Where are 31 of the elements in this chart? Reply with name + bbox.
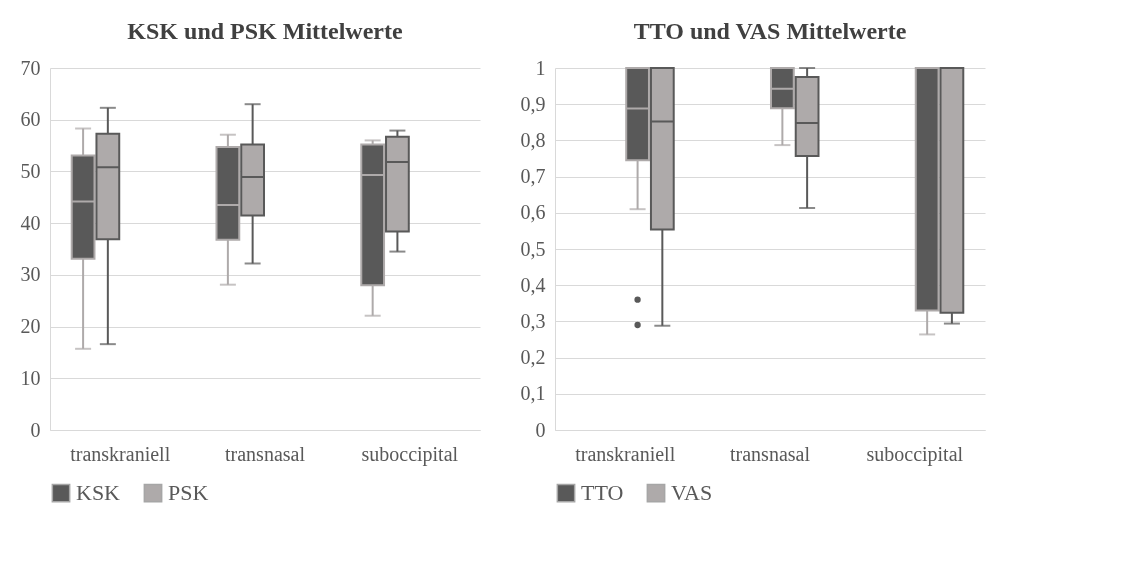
y-tick-label: 0,1 <box>520 382 546 405</box>
y-tick-label: 0,4 <box>520 273 546 296</box>
x-tick-label: transnasal <box>730 442 811 465</box>
legend-label: TTO <box>581 480 624 506</box>
y-tick-label: 0,5 <box>520 237 546 260</box>
legend-label: KSK <box>76 480 121 506</box>
y-tick-label: 0,6 <box>520 201 546 224</box>
y-tick-label: 20 <box>20 315 41 338</box>
y-tick-label: 70 <box>20 56 41 79</box>
y-tick-label: 0,3 <box>520 309 546 332</box>
x-tick-label: transkraniell <box>70 442 171 465</box>
x-tick-label: transnasal <box>225 442 306 465</box>
x-tick-label: transkraniell <box>575 442 676 465</box>
y-tick-label: 0,2 <box>520 346 546 369</box>
y-tick-label: 10 <box>20 366 41 389</box>
y-tick-label: 0 <box>30 418 41 441</box>
y-tick-label: 0 <box>535 418 546 441</box>
y-tick-label: 1 <box>535 56 546 79</box>
legend-label: PSK <box>168 480 209 506</box>
x-tick-label: suboccipital <box>361 442 459 466</box>
y-tick-label: 0,8 <box>520 128 546 151</box>
y-tick-label: 30 <box>20 263 41 286</box>
y-tick-label: 0,9 <box>520 92 546 115</box>
y-tick-label: 60 <box>20 108 41 131</box>
chart-title: TTO und VAS Mittelwerte <box>633 18 907 44</box>
x-tick-label: suboccipital <box>866 442 964 466</box>
legend-label: VAS <box>671 480 713 506</box>
y-tick-label: 0,7 <box>520 165 546 188</box>
y-tick-label: 50 <box>20 159 41 182</box>
y-tick-label: 40 <box>20 211 41 234</box>
chart-title: KSK und PSK Mittelwerte <box>127 18 403 44</box>
